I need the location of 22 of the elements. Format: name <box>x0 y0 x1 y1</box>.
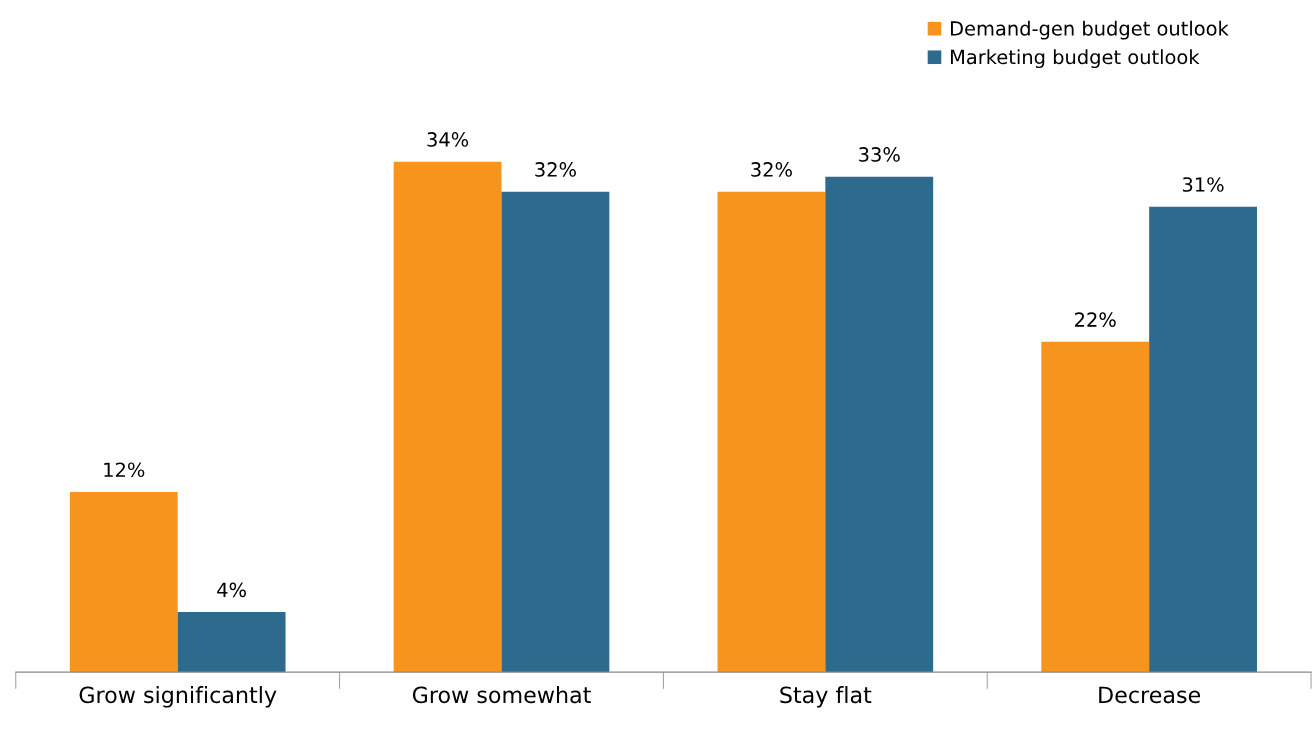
bar <box>177 612 286 673</box>
data-label: 12% <box>104 462 145 478</box>
bar <box>1041 341 1150 673</box>
data-label: 22% <box>1075 312 1116 327</box>
legend-label: Demand-gen budget outlook <box>950 20 1229 40</box>
data-label: 32% <box>751 162 792 177</box>
x-tick-label: Stay flat <box>780 686 872 708</box>
data-label: 34% <box>427 132 469 147</box>
bar <box>825 176 934 673</box>
x-tick-label: Decrease <box>1099 686 1201 704</box>
x-tick-label: Grow somewhat <box>412 686 591 704</box>
data-label: 4% <box>217 582 246 598</box>
bar <box>717 191 826 673</box>
bar <box>69 491 178 673</box>
bar <box>393 161 502 673</box>
x-tick-label: Grow significantly <box>79 686 277 708</box>
data-label: 32% <box>535 162 576 177</box>
data-label: 33% <box>859 147 900 162</box>
data-label: 31% <box>1182 177 1224 192</box>
bar <box>501 191 610 673</box>
bar <box>1149 206 1257 673</box>
legend-label: Marketing budget outlook <box>950 49 1200 69</box>
